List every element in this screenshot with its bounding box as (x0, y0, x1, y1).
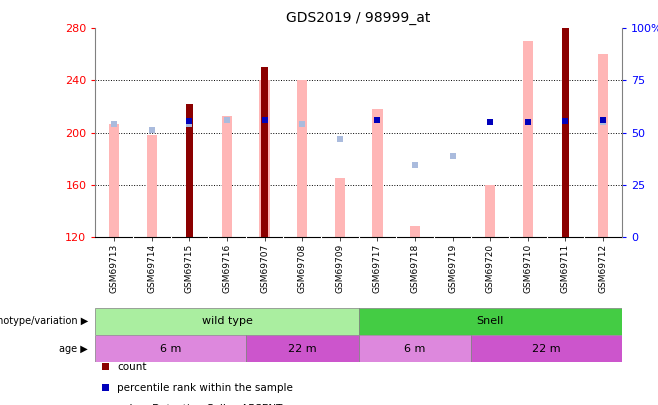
Text: wild type: wild type (201, 316, 253, 326)
Bar (95, 308, 359, 335)
Bar (372, 109, 383, 237)
Text: 6 m: 6 m (404, 343, 426, 354)
Text: value, Detection Call = ABSENT: value, Detection Call = ABSENT (117, 404, 282, 405)
Bar (359, 335, 471, 362)
Text: genotype/variation ▶: genotype/variation ▶ (0, 316, 88, 326)
Bar (562, 28, 569, 237)
Bar (334, 178, 345, 237)
Bar (297, 81, 307, 237)
Text: age ▶: age ▶ (59, 343, 88, 354)
Text: 6 m: 6 m (160, 343, 182, 354)
Bar (597, 54, 608, 237)
Text: count: count (117, 362, 147, 371)
Bar (522, 41, 533, 237)
Bar (246, 335, 359, 362)
Bar (359, 308, 622, 335)
Bar (261, 68, 268, 237)
Bar (222, 116, 232, 237)
Bar (485, 185, 495, 237)
Bar (186, 104, 193, 237)
Bar (471, 335, 622, 362)
Bar (147, 135, 157, 237)
Text: percentile rank within the sample: percentile rank within the sample (117, 383, 293, 392)
Bar (410, 226, 420, 237)
Text: 22 m: 22 m (288, 343, 316, 354)
Bar (259, 81, 270, 237)
Title: GDS2019 / 98999_at: GDS2019 / 98999_at (286, 11, 431, 25)
Text: 22 m: 22 m (532, 343, 561, 354)
Bar (109, 124, 120, 237)
Bar (95, 335, 246, 362)
Text: Snell: Snell (476, 316, 504, 326)
